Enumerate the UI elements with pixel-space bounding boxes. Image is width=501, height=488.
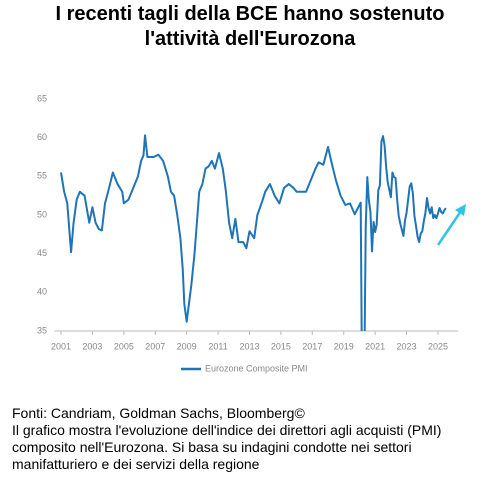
x-tick-label: 2019	[334, 341, 354, 351]
x-tick-label: 2013	[239, 341, 259, 351]
x-tick-label: 2023	[397, 341, 417, 351]
y-tick-label: 40	[37, 287, 47, 297]
x-tick-label: 2015	[271, 341, 291, 351]
y-tick-label: 45	[37, 248, 47, 258]
x-tick-label: 2001	[51, 341, 71, 351]
x-tick-label: 2003	[82, 341, 102, 351]
footnote: Fonti: Candriam, Goldman Sachs, Bloomber…	[12, 405, 494, 473]
y-tick-label: 65	[37, 93, 47, 103]
chart-title: I recenti tagli della BCE hanno sostenut…	[56, 3, 445, 25]
y-tick-label: 35	[37, 325, 47, 335]
x-tick-label: 2021	[365, 341, 385, 351]
plot-area	[60, 134, 447, 331]
x-tick-label: 2025	[428, 341, 448, 351]
annotation-arrow	[436, 204, 466, 246]
x-tick-label: 2017	[302, 341, 322, 351]
source-note: Fonti: Candriam, Goldman Sachs, Bloomber…	[12, 405, 305, 421]
legend-label: Eurozone Composite PMI	[205, 363, 308, 373]
chart-title: l'attività dell'Eurozona	[145, 28, 357, 50]
chart: I recenti tagli della BCE hanno sostenut…	[37, 3, 466, 373]
x-tick-label: 2005	[114, 341, 134, 351]
y-tick-label: 60	[37, 132, 47, 142]
y-tick-label: 55	[37, 171, 47, 181]
x-tick-label: 2009	[177, 341, 197, 351]
data-line	[60, 134, 447, 331]
y-tick-label: 50	[37, 209, 47, 219]
x-tick-label: 2011	[208, 341, 227, 351]
description-note: Il grafico mostra l'evoluzione dell'indi…	[12, 422, 442, 472]
x-tick-label: 2007	[145, 341, 165, 351]
